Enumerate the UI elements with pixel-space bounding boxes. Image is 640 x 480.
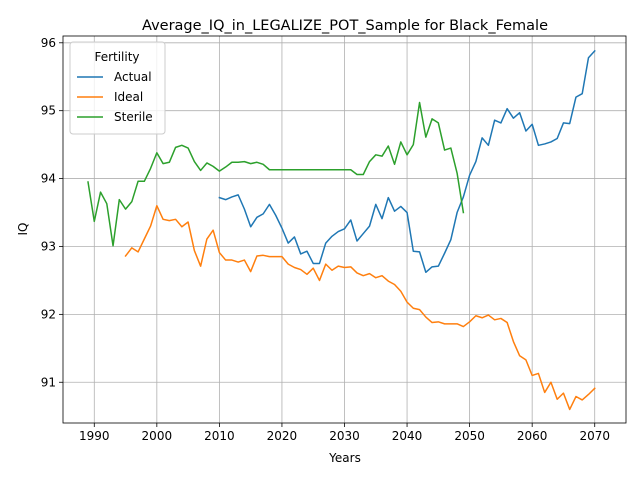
x-tick-label: 2050	[454, 429, 485, 443]
legend-title: Fertility	[94, 50, 139, 64]
legend: Fertility Actual Ideal Sterile	[69, 41, 166, 135]
series-line-sterile	[87, 101, 465, 247]
x-tick-label: 2010	[204, 429, 235, 443]
x-tick-label: 2000	[142, 429, 173, 443]
legend-label-sterile: Sterile	[114, 110, 153, 124]
x-tick-label: 1990	[79, 429, 110, 443]
x-axis-ticks: 1990 2000 2010 2020 2030 2040 2050 2060 2070	[79, 423, 610, 443]
y-tick-label: 95	[41, 104, 56, 118]
x-tick-label: 2020	[267, 429, 298, 443]
legend-box	[69, 41, 166, 135]
series-line-actual	[218, 49, 596, 274]
y-axis-label: IQ	[16, 223, 30, 236]
legend-label-ideal: Ideal	[114, 90, 143, 104]
legend-label-actual: Actual	[114, 70, 152, 84]
series-layer	[87, 49, 596, 411]
x-tick-label: 2070	[579, 429, 610, 443]
y-tick-label: 92	[41, 307, 56, 321]
y-tick-label: 96	[41, 36, 56, 50]
x-tick-label: 2060	[517, 429, 548, 443]
grid	[63, 36, 626, 423]
chart-title: Average_IQ_in_LEGALIZE_POT_Sample for Bl…	[142, 18, 548, 34]
y-tick-label: 91	[41, 375, 56, 389]
x-tick-label: 2040	[392, 429, 423, 443]
series-line-ideal	[124, 204, 596, 411]
legend-entries: Actual Ideal Sterile	[77, 70, 153, 124]
x-axis-label: Years	[328, 451, 361, 465]
y-axis-ticks: 91 92 93 94 95 96	[41, 36, 63, 389]
x-tick-label: 2030	[329, 429, 360, 443]
y-tick-label: 94	[41, 172, 56, 186]
y-tick-label: 93	[41, 239, 56, 253]
